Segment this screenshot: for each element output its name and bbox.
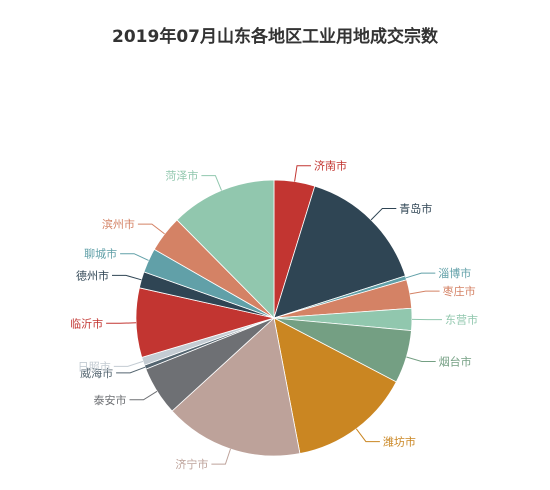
label-line-15 (201, 175, 222, 191)
chart-title: 2019年07月山东各地区工业用地成交宗数 (112, 27, 438, 47)
slice-label-15: 菏泽市 (165, 169, 198, 183)
slice-label-11: 临沂市 (70, 316, 103, 330)
pie-slice-6[interactable] (273, 317, 397, 455)
pie-slices (135, 179, 413, 457)
label-line-3 (409, 290, 440, 295)
label-line-7 (211, 448, 231, 465)
label-line-6 (355, 428, 380, 443)
slice-label-5: 烟台市 (439, 355, 472, 369)
slice-label-2: 淄博市 (438, 266, 471, 280)
label-line-11 (106, 322, 137, 324)
slice-label-4: 东营市 (445, 313, 478, 327)
label-line-0 (294, 165, 311, 182)
label-line-12 (112, 274, 142, 281)
label-line-13 (120, 253, 149, 261)
slice-label-0: 济南市 (314, 159, 347, 173)
label-line-14 (137, 223, 165, 235)
label-line-1 (370, 208, 397, 221)
slice-label-1: 青岛市 (399, 202, 432, 216)
slice-label-13: 聊城市 (84, 247, 117, 261)
slice-label-12: 德州市 (76, 268, 109, 282)
label-line-9 (116, 366, 146, 374)
label-line-10 (113, 360, 144, 367)
label-line-5 (406, 356, 436, 362)
slice-label-10: 日照市 (78, 359, 111, 373)
slice-label-9: 威海市 (80, 366, 113, 380)
pie-slice-15[interactable] (176, 179, 275, 319)
slice-label-7: 济宁市 (175, 457, 208, 471)
label-line-2 (405, 272, 436, 279)
pie-slice-7[interactable] (171, 317, 301, 457)
slice-label-6: 潍坊市 (383, 435, 416, 449)
pie-slice-1[interactable] (273, 185, 406, 319)
label-line-8 (129, 390, 158, 401)
slice-label-8: 泰安市 (94, 393, 127, 407)
slice-label-3: 枣庄市 (443, 284, 476, 298)
slice-label-14: 滨州市 (102, 217, 135, 231)
